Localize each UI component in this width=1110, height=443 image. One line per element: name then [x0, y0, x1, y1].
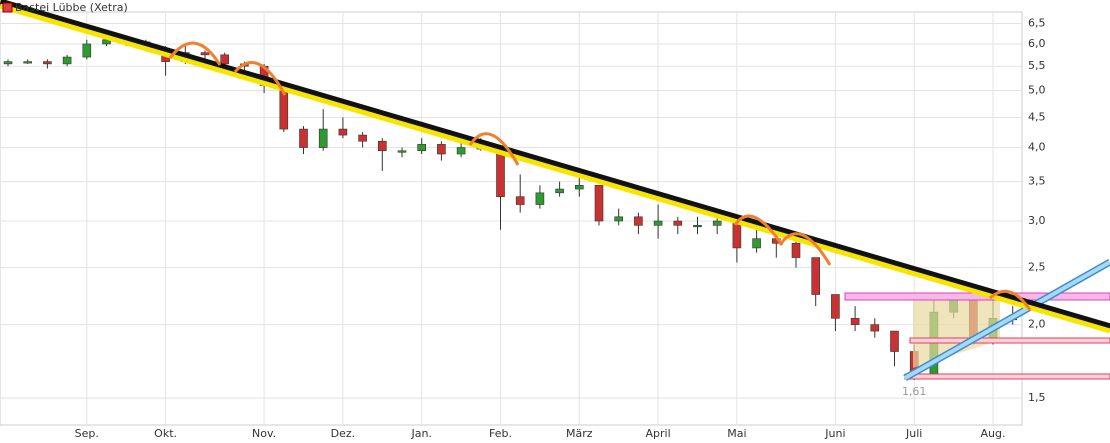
- candle-body: [614, 216, 624, 222]
- x-tick-label: April: [646, 427, 671, 440]
- candle-body: [555, 188, 564, 194]
- candle-body: [574, 185, 584, 190]
- candle-body: [850, 317, 860, 325]
- candle-body: [43, 61, 52, 65]
- candle-body: [653, 220, 663, 226]
- candle-body: [299, 128, 308, 148]
- candle-body: [515, 196, 525, 205]
- uptrend-line: [904, 260, 1110, 380]
- x-tick-label: Jan.: [410, 427, 431, 440]
- candle-body: [397, 150, 407, 153]
- support-band: [904, 373, 1110, 380]
- y-tick-label: 4,5: [1028, 110, 1046, 123]
- arc-marks: [168, 41, 1032, 311]
- candle-body: [870, 324, 880, 332]
- y-tick-label: 6,5: [1028, 17, 1046, 30]
- candle-body: [62, 56, 72, 65]
- y-tick-label: 5,5: [1028, 59, 1046, 72]
- x-tick-label: Juni: [824, 427, 845, 440]
- y-tick-label: 3,0: [1028, 214, 1046, 227]
- x-tick-label: Aug.: [981, 427, 1006, 440]
- candle-body: [831, 294, 840, 319]
- y-tick-label: 6,0: [1028, 37, 1046, 50]
- x-tick-label: Okt.: [154, 427, 177, 440]
- candle-body: [437, 144, 446, 155]
- x-tick-label: Juli: [905, 427, 922, 440]
- candle-body: [82, 43, 92, 58]
- y-tick-label: 4,0: [1028, 141, 1046, 154]
- candle-body: [456, 147, 466, 155]
- candle-body: [752, 238, 761, 249]
- legend-label: Bastei Lübbe (Xetra): [15, 1, 128, 14]
- y-tick-label: 2,5: [1028, 261, 1046, 274]
- support-band: [909, 337, 1110, 344]
- candle-body: [811, 257, 821, 295]
- candle-body: [693, 225, 702, 228]
- candle-body: [3, 61, 13, 65]
- candle-body: [890, 330, 899, 352]
- y-tick-label: 1,5: [1028, 391, 1046, 404]
- candle-body: [594, 185, 604, 222]
- candle-body: [377, 140, 387, 152]
- annotation: 1,61: [902, 385, 927, 398]
- candle-body: [23, 61, 33, 64]
- legend-swatch: [2, 2, 13, 13]
- candle-body: [791, 242, 801, 258]
- candle-body: [417, 144, 427, 152]
- x-tick-label: Dez.: [331, 427, 356, 440]
- x-tick-label: März: [566, 427, 593, 440]
- triangle-fill: [913, 300, 1000, 368]
- downtrend-line: [0, 0, 1110, 333]
- candle-body: [358, 134, 367, 142]
- x-tick-label: Mai: [727, 427, 746, 440]
- plot-area: [0, 11, 1023, 426]
- y-tick-label: 2,0: [1028, 318, 1046, 331]
- candle-body: [673, 220, 683, 226]
- candle-body: [338, 128, 348, 136]
- downtrend-line: [0, 3, 1110, 334]
- x-tick-label: Feb.: [489, 427, 512, 440]
- y-tick-label: 5,0: [1028, 84, 1046, 97]
- candle-body: [712, 220, 722, 226]
- candle-body: [200, 52, 210, 56]
- x-tick-label: Sep.: [75, 427, 99, 440]
- candle-body: [535, 192, 545, 205]
- candle-body: [634, 216, 643, 226]
- candle-body: [220, 54, 229, 65]
- y-tick-label: 3,5: [1028, 175, 1046, 188]
- x-tick-label: Nov.: [252, 427, 276, 440]
- candle-body: [318, 128, 328, 148]
